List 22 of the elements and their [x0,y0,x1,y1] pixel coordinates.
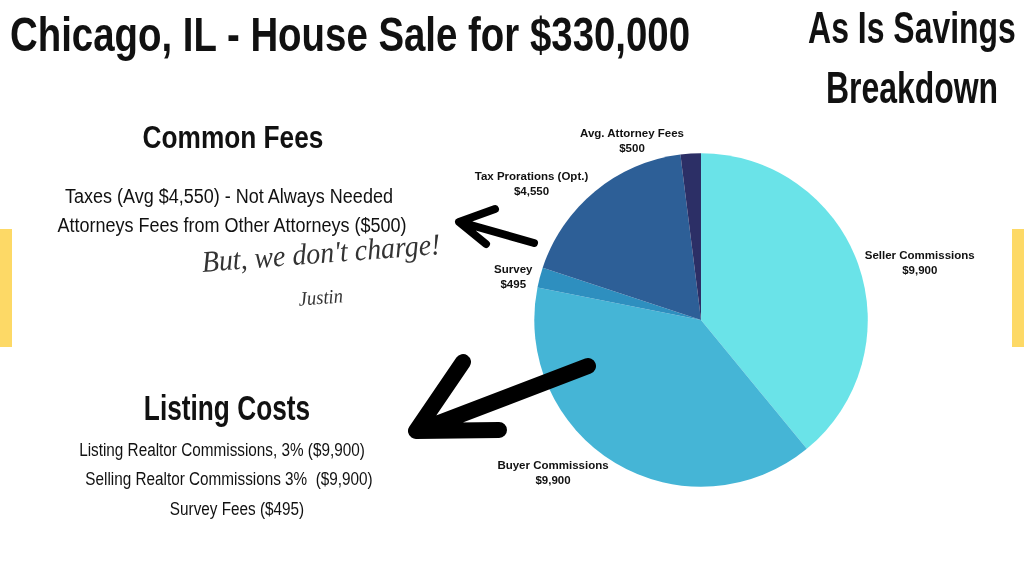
text: Taxes (Avg $4,550) - Not Always Needed [65,185,393,208]
chart-subtitle: As Is Savings Breakdown [807,1,1017,115]
slice-label: Buyer Commissions [497,459,609,472]
data-label: $4,550 [513,184,550,197]
data-label: $9,900 [535,474,571,487]
data-label: $495 [500,278,527,291]
chart-title: Chicago, IL - House Sale for $330,000 [10,7,691,61]
text: Survey Fees ($495) [169,498,305,519]
text: Justin [297,284,344,311]
pie-slice [534,287,807,487]
text: Listing Realtor Commissions, 3% ($9,900) [79,439,365,460]
text: Listing Costs [143,388,311,428]
text: Attorneys Fees from Other Attorneys ($500) [57,214,407,237]
slice-label: Avg. Attorney Fees [580,126,684,139]
text: Selling Realtor Commissions 3% ($9,900) [85,468,373,489]
text: Common Fees [142,118,324,155]
slice-label: Tax Prorations (Opt.) [474,169,589,182]
data-label: $9,900 [902,263,938,276]
data-label: $500 [619,141,645,154]
pie-slice [537,267,702,320]
slice-label: Survey [494,263,534,276]
slice-label: Seller Commissions [864,248,975,261]
